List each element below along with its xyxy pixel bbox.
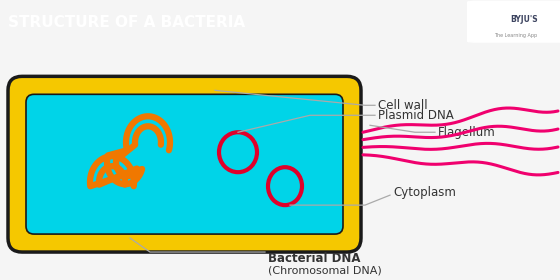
- Ellipse shape: [219, 132, 257, 172]
- Text: STRUCTURE OF A BACTERIA: STRUCTURE OF A BACTERIA: [8, 15, 245, 30]
- Text: Bacterial DNA: Bacterial DNA: [268, 251, 361, 265]
- Text: Cell wall: Cell wall: [378, 99, 428, 112]
- Text: Plasmid DNA: Plasmid DNA: [378, 109, 454, 122]
- Text: Cytoplasm: Cytoplasm: [393, 186, 456, 199]
- Ellipse shape: [268, 167, 302, 205]
- FancyBboxPatch shape: [468, 1, 560, 42]
- FancyBboxPatch shape: [26, 94, 343, 234]
- Text: The Learning App: The Learning App: [494, 33, 538, 38]
- Text: (Chromosomal DNA): (Chromosomal DNA): [268, 265, 382, 275]
- Text: BYJU'S: BYJU'S: [510, 15, 538, 24]
- Text: Flagellum: Flagellum: [438, 126, 496, 139]
- FancyBboxPatch shape: [8, 76, 361, 252]
